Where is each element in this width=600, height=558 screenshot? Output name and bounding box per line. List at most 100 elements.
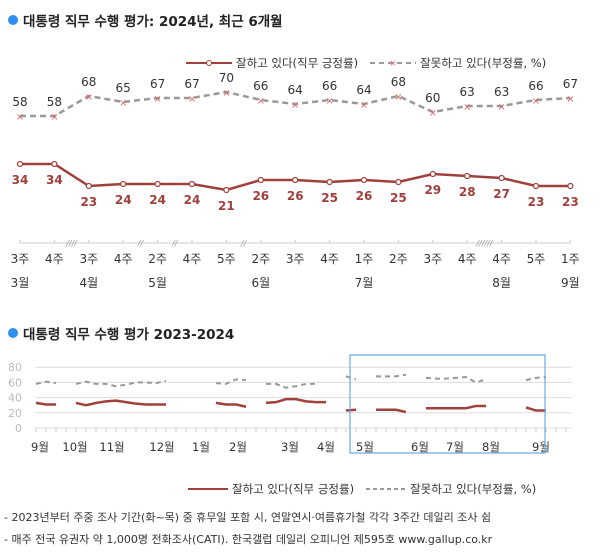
y-tick-label: 40 <box>8 392 22 405</box>
positive-marker <box>16 160 24 168</box>
negative-data-label: 58 <box>47 95 62 109</box>
bullet-icon <box>8 15 18 25</box>
x-month-label: 11월 <box>99 440 124 454</box>
x-month-label: 7월 <box>355 276 374 290</box>
negative-data-label: 68 <box>391 75 406 89</box>
x-month-label: 6월 <box>411 440 429 454</box>
x-month-label: 8월 <box>492 276 511 290</box>
positive-data-label: 28 <box>459 185 476 199</box>
x-week-label: 4주 <box>492 252 511 266</box>
negative-marker: × <box>50 112 58 123</box>
footnote-1: - 2023년부터 주중 조사 기간(화~목) 중 휴무일 포함 시, 연말연시… <box>4 511 492 524</box>
chart2-legend: 잘하고 있다(직무 긍정률) 잘못하고 있다(부정률, %) <box>188 482 537 496</box>
x-week-label: 3주 <box>423 252 442 266</box>
positive-data-label: 34 <box>12 173 29 187</box>
x-month-label: 5월 <box>356 440 374 454</box>
positive-line-segment <box>345 408 357 412</box>
negative-data-label: 67 <box>184 77 199 91</box>
x-month-label: 9월 <box>561 276 580 290</box>
positive-line-segment <box>376 408 407 414</box>
positive-marker <box>223 186 230 194</box>
axis-break-mark: //// <box>65 239 78 248</box>
y-tick-label: 80 <box>8 361 22 374</box>
positive-data-label: 25 <box>321 191 338 205</box>
negative-marker: × <box>463 102 471 113</box>
x-week-label: 2주 <box>389 252 408 266</box>
negative-data-label: 66 <box>528 79 543 93</box>
x-month-label: 9월 <box>532 440 550 454</box>
positive-marker <box>532 182 540 190</box>
negative-line-segment <box>75 379 167 388</box>
positive-data-label: 26 <box>252 189 269 203</box>
x-week-label: 4주 <box>183 252 202 266</box>
positive-data-label: 26 <box>356 189 373 203</box>
positive-line-segment <box>265 397 326 405</box>
negative-line-segment <box>35 380 57 385</box>
positive-marker <box>51 160 58 168</box>
chart1-title: 대통령 직무 수행 평가: 2024년, 최근 6개월 <box>8 10 283 30</box>
negative-data-label: 67 <box>563 77 578 91</box>
positive-marker <box>85 182 92 190</box>
x-month-label: 3월 <box>281 440 299 454</box>
negative-marker: × <box>566 94 574 105</box>
positive-data-label: 24 <box>115 193 132 207</box>
axis-break-mark: ////// <box>475 239 493 248</box>
positive-data-label: 27 <box>493 187 510 201</box>
positive-marker <box>292 176 299 184</box>
x-week-label: 5주 <box>527 252 546 266</box>
negative-data-label: 70 <box>219 71 234 85</box>
negative-marker: × <box>532 96 540 107</box>
positive-marker <box>188 180 196 188</box>
negative-marker: × <box>291 100 299 111</box>
positive-line-segment <box>426 404 486 410</box>
negative-line-segment <box>525 376 547 382</box>
negative-data-label: 60 <box>425 91 440 105</box>
x-month-label: 6월 <box>251 276 270 290</box>
negative-line-segment <box>345 375 357 381</box>
positive-marker <box>429 170 436 178</box>
x-week-label: 4주 <box>114 252 133 266</box>
x-month-label: 4월 <box>317 440 335 454</box>
x-week-label: 3주 <box>11 252 30 266</box>
positive-marker <box>120 180 127 188</box>
positive-data-label: 25 <box>390 191 407 205</box>
negative-data-label: 66 <box>253 79 268 93</box>
positive-marker <box>498 174 505 182</box>
footnote-2: - 매주 전국 유권자 약 1,000명 전화조사(CATI). 한국갤럽 데일… <box>4 533 493 546</box>
negative-marker: × <box>429 108 437 119</box>
positive-data-label: 24 <box>149 193 166 207</box>
x-month-label: 4월 <box>79 276 98 290</box>
positive-data-label: 26 <box>287 189 304 203</box>
negative-marker: × <box>153 94 161 105</box>
x-month-label: 1월 <box>192 440 210 454</box>
negative-data-label: 64 <box>288 83 303 97</box>
positive-data-label: 23 <box>80 195 97 209</box>
negative-marker: × <box>257 96 265 107</box>
axis-break-mark: // <box>240 239 248 248</box>
negative-line-segment <box>376 373 407 378</box>
x-week-label: 1주 <box>561 252 580 266</box>
y-tick-label: 0 <box>15 422 22 435</box>
x-week-label: 5주 <box>217 252 236 266</box>
chart2-plot: 80 60 40 20 0 9월 10월 11월 12월 1월 2월 3월 4월 5월 6월 7월 8월 9월 <box>8 354 572 454</box>
negative-line-segment <box>425 376 487 384</box>
negative-line-segment <box>266 382 316 389</box>
x-month-label: 5월 <box>148 276 167 290</box>
x-month-label: 7월 <box>446 440 464 454</box>
x-week-label: 4주 <box>45 252 64 266</box>
negative-data-label: 63 <box>460 85 475 99</box>
highlight-box <box>349 354 546 454</box>
x-week-label: 2주 <box>148 252 167 266</box>
negative-data-label: 65 <box>116 81 131 95</box>
x-month-label: 2월 <box>229 440 247 454</box>
positive-data-label: 29 <box>424 183 441 197</box>
negative-data-label: 66 <box>322 79 337 93</box>
y-tick-label: 20 <box>8 407 22 420</box>
positive-data-label: 24 <box>184 193 201 207</box>
svg-text:×: × <box>389 59 397 68</box>
positive-marker <box>464 172 471 180</box>
positive-marker <box>257 176 264 184</box>
negative-line <box>20 90 571 118</box>
negative-marker: × <box>394 92 402 103</box>
negative-marker: × <box>325 96 333 107</box>
